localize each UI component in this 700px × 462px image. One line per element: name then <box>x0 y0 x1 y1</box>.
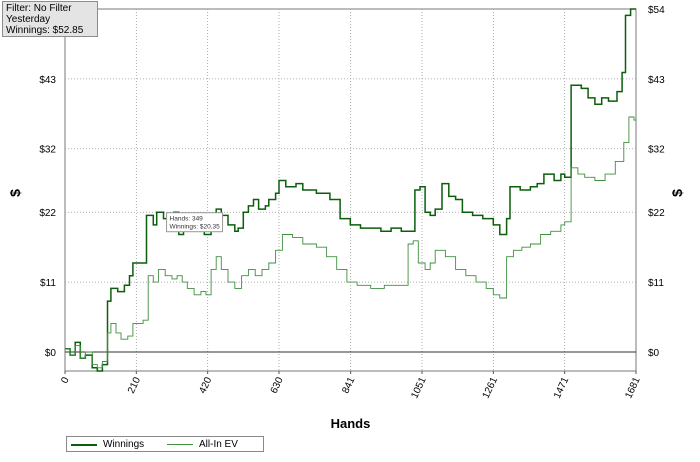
x-tick-label: 1681 <box>623 375 643 400</box>
x-tick-label: 841 <box>340 375 357 395</box>
winnings-label: Winnings: $52.85 <box>6 25 84 36</box>
y-tick-label-right: $54 <box>648 5 665 16</box>
legend-label-winnings: Winnings <box>103 439 145 450</box>
y-tick-label-right: $0 <box>648 348 660 359</box>
legend-item-winnings: Winnings <box>71 439 144 450</box>
series-line-winnings <box>65 8 636 372</box>
legend-label-allin-ev: All-In EV <box>199 439 238 450</box>
y-tick-label-right: $32 <box>648 145 665 156</box>
x-tick-label: 630 <box>269 375 286 395</box>
x-tick-label: 420 <box>197 375 214 395</box>
x-tick-label: 0 <box>59 375 72 385</box>
y-tick-label-right: $22 <box>648 208 665 219</box>
y-tick-label-left: $0 <box>45 348 57 359</box>
y-tick-label-left: $22 <box>39 208 56 219</box>
y-axis-title-right: $ <box>669 189 685 197</box>
y-tick-label-right: $11 <box>648 278 664 289</box>
y-tick-label-left: $43 <box>39 75 56 86</box>
y-axis-title-left: $ <box>7 189 23 197</box>
y-tick-label-left: $32 <box>39 145 56 156</box>
series-layer <box>65 8 637 372</box>
filter-label: Filter: No Filter <box>6 3 72 14</box>
tooltip-winnings: Winnings: $20.35 <box>170 224 221 231</box>
x-tick-label: 210 <box>126 375 143 395</box>
legend-swatch-winnings <box>71 443 97 446</box>
y-tick-label-left: $11 <box>40 278 56 289</box>
x-tick-label: 1471 <box>552 375 572 400</box>
x-tick-label: 1051 <box>409 375 429 400</box>
tooltip-hands: Hands: 349 <box>170 216 204 223</box>
legend-item-allin-ev: All-In EV <box>167 439 238 450</box>
x-tick-label: 1261 <box>481 375 501 400</box>
period-label: Yesterday <box>6 14 51 25</box>
x-axis-title: Hands <box>331 416 371 431</box>
y-tick-label-right: $43 <box>648 75 665 86</box>
tooltip-box <box>166 212 224 233</box>
info-box: Filter: No Filter Yesterday Winnings: $5… <box>2 1 98 37</box>
series-line-allin-ev <box>65 116 637 369</box>
legend-swatch-allin-ev <box>167 444 193 445</box>
legend: Winnings All-In EV <box>66 436 264 452</box>
